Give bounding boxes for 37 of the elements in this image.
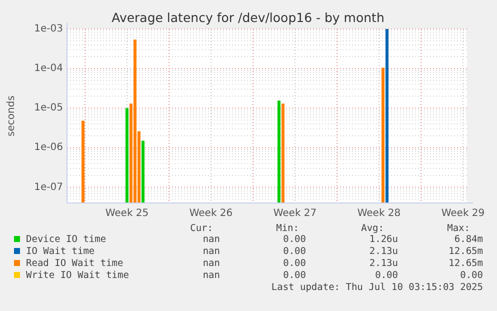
text: 2.13u	[369, 246, 398, 257]
legend-label: Write IO Wait time	[26, 270, 130, 281]
x-tick-label: Week 28	[357, 208, 401, 219]
text: 1.26u	[369, 234, 398, 245]
x-tick-label: Week 26	[189, 208, 233, 219]
text: nan	[202, 270, 220, 281]
text: Max:	[447, 223, 470, 234]
text: Avg:	[361, 223, 384, 234]
text: nan	[202, 234, 220, 245]
text: 12.65m	[448, 258, 484, 269]
legend-label: Read IO Wait time	[26, 258, 124, 269]
legend-label: Device IO time	[26, 234, 106, 245]
text: 12.65m	[448, 246, 484, 257]
legend-label: IO Wait time	[26, 246, 95, 257]
x-tick-label: Week 25	[105, 208, 149, 219]
y-tick-label: 1e-03	[34, 24, 63, 34]
text: 0.00	[283, 234, 306, 245]
text: 0.00	[283, 246, 306, 257]
chart-title: Average latency for /dev/loop16 - by month	[112, 10, 384, 25]
text: nan	[202, 246, 220, 257]
text: 6.84m	[454, 234, 484, 245]
text: 2.13u	[369, 258, 398, 269]
y-axis-title: seconds	[6, 96, 17, 136]
text: Cur:	[190, 223, 213, 234]
y-tick-label: 1e-05	[34, 102, 63, 114]
text: 0.00	[375, 270, 398, 281]
text: nan	[202, 258, 220, 269]
y-tick-label: 1e-06	[34, 142, 63, 154]
x-tick-label: Week 27	[273, 208, 317, 219]
text: 0.00	[283, 270, 306, 281]
text: Min:	[276, 223, 299, 234]
y-tick-label: 1e-07	[34, 182, 63, 193]
text: 0.00	[283, 258, 306, 269]
x-tick-label: Week 29	[441, 208, 485, 219]
text: 0.00	[460, 270, 484, 281]
text: Last update: Thu Jul 10 03:15:03 2025	[271, 282, 483, 293]
y-tick-label: 1e-04	[34, 63, 63, 74]
